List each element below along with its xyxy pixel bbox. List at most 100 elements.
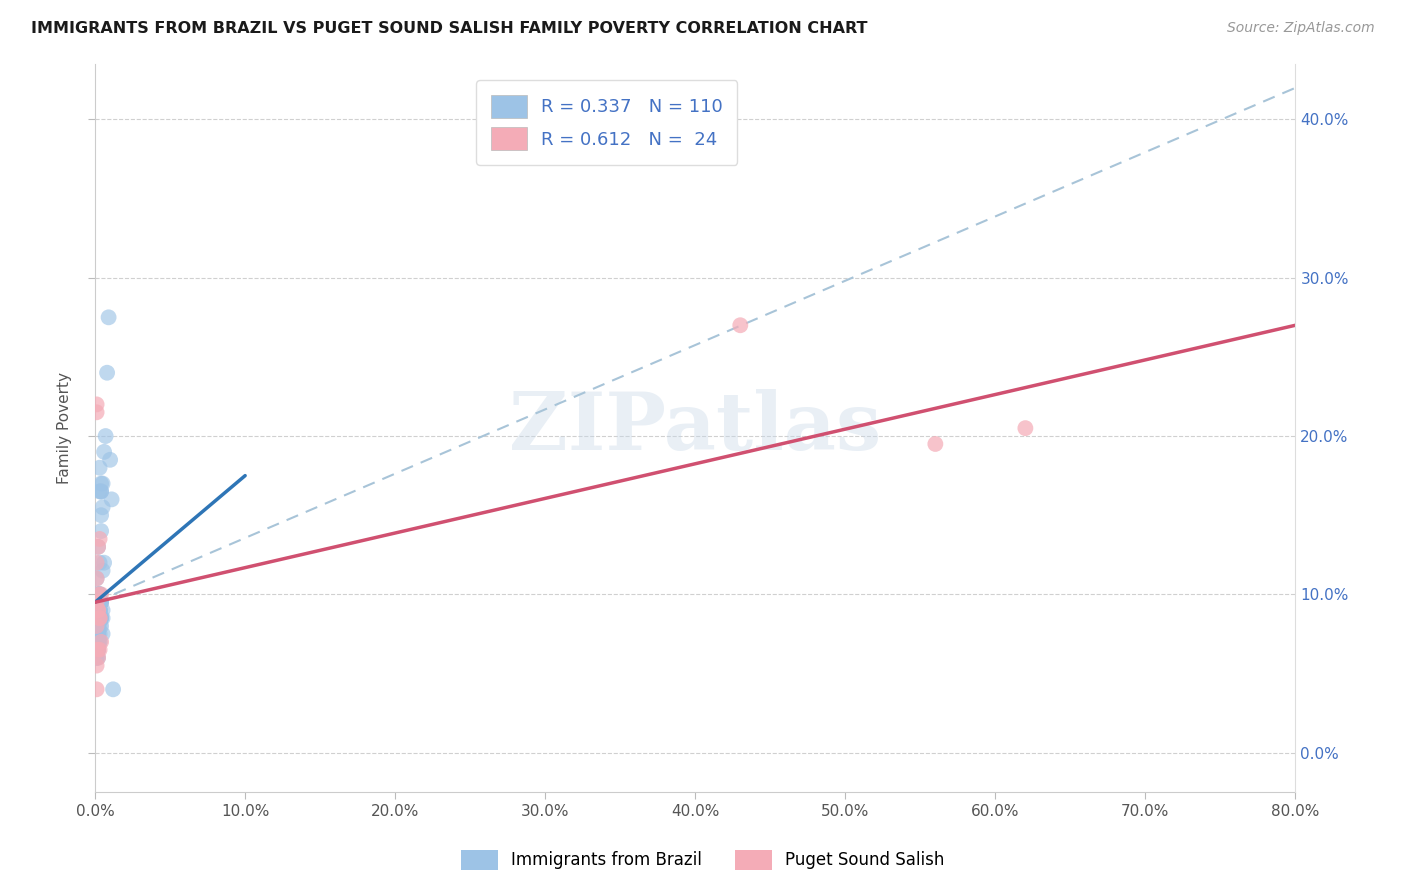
Point: [87, 650, 110, 665]
Point: [87, 611, 110, 625]
Point: [87, 619, 110, 633]
Point: [86, 619, 108, 633]
Point: [89, 595, 111, 609]
Point: [86, 642, 108, 657]
Point: [87, 603, 110, 617]
Point: [87, 603, 110, 617]
Point: [100, 492, 122, 507]
Point: [91, 500, 114, 515]
Point: [89, 587, 111, 601]
Point: [87, 627, 110, 641]
Point: [87, 611, 110, 625]
Point: [89, 603, 111, 617]
Point: [87, 635, 110, 649]
Point: [86, 619, 108, 633]
Point: [90, 611, 112, 625]
Point: [86, 595, 108, 609]
Point: [90, 635, 112, 649]
Point: [87, 619, 110, 633]
Point: [89, 603, 111, 617]
Point: [90, 484, 112, 499]
Legend: R = 0.337   N = 110, R = 0.612   N =  24: R = 0.337 N = 110, R = 0.612 N = 24: [477, 80, 737, 165]
Point: [87, 603, 110, 617]
Point: [86, 635, 108, 649]
Point: [86, 619, 108, 633]
Point: [86, 619, 108, 633]
Point: [86, 642, 108, 657]
Point: [89, 611, 111, 625]
Point: [87, 587, 110, 601]
Point: [89, 611, 111, 625]
Point: [87, 619, 110, 633]
Point: [87, 603, 110, 617]
Point: [86, 642, 108, 657]
Point: [730, 318, 752, 333]
Point: [87, 627, 110, 641]
Point: [91, 611, 114, 625]
Point: [89, 532, 111, 546]
Point: [86, 572, 108, 586]
Point: [89, 611, 111, 625]
Point: [86, 572, 108, 586]
Point: [97, 310, 120, 325]
Point: [86, 556, 108, 570]
Point: [86, 658, 108, 673]
Point: [86, 635, 108, 649]
Text: ZIPatlas: ZIPatlas: [509, 389, 882, 467]
Point: [89, 587, 111, 601]
Point: [101, 682, 124, 697]
Point: [89, 484, 111, 499]
Point: [90, 587, 112, 601]
Point: [90, 508, 112, 523]
Point: [89, 635, 111, 649]
Point: [1014, 421, 1036, 435]
Point: [89, 595, 111, 609]
Point: [87, 627, 110, 641]
Point: [87, 627, 110, 641]
Point: [91, 564, 114, 578]
Legend: Immigrants from Brazil, Puget Sound Salish: Immigrants from Brazil, Puget Sound Sali…: [454, 843, 952, 877]
Text: IMMIGRANTS FROM BRAZIL VS PUGET SOUND SALISH FAMILY POVERTY CORRELATION CHART: IMMIGRANTS FROM BRAZIL VS PUGET SOUND SA…: [31, 21, 868, 36]
Point: [87, 603, 110, 617]
Point: [86, 642, 108, 657]
Point: [87, 603, 110, 617]
Point: [89, 619, 111, 633]
Point: [86, 642, 108, 657]
Point: [924, 437, 946, 451]
Point: [86, 635, 108, 649]
Point: [90, 484, 112, 499]
Point: [98, 452, 121, 467]
Point: [87, 611, 110, 625]
Point: [87, 611, 110, 625]
Point: [89, 587, 111, 601]
Point: [86, 642, 108, 657]
Point: [90, 611, 112, 625]
Point: [90, 595, 112, 609]
Point: [94, 429, 117, 443]
Point: [87, 587, 110, 601]
Point: [90, 524, 112, 538]
Point: [89, 603, 111, 617]
Point: [87, 595, 110, 609]
Point: [90, 476, 112, 491]
Point: [86, 642, 108, 657]
Point: [87, 635, 110, 649]
Point: [89, 556, 111, 570]
Point: [86, 635, 108, 649]
Point: [89, 595, 111, 609]
Point: [86, 635, 108, 649]
Point: [86, 635, 108, 649]
Point: [89, 642, 111, 657]
Point: [90, 595, 112, 609]
Point: [87, 611, 110, 625]
Point: [86, 397, 108, 411]
Point: [86, 650, 108, 665]
Point: [87, 627, 110, 641]
Point: [86, 603, 108, 617]
Point: [86, 650, 108, 665]
Point: [86, 619, 108, 633]
Point: [86, 627, 108, 641]
Point: [86, 642, 108, 657]
Point: [93, 556, 115, 570]
Point: [86, 587, 108, 601]
